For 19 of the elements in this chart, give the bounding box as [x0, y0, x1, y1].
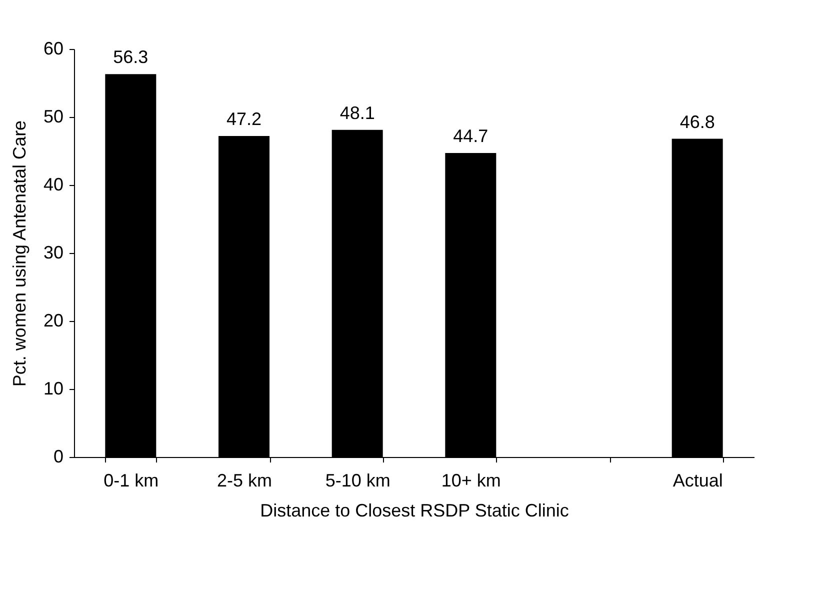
- data-label: 48.1: [340, 102, 375, 123]
- data-label: 44.7: [453, 126, 488, 146]
- y-tick-label: 60: [43, 38, 64, 58]
- data-label: 47.2: [226, 109, 262, 130]
- x-tick-label: 10+ km: [441, 470, 501, 490]
- x-axis-title: Distance to Closest RSDP Static Clinic: [260, 500, 569, 520]
- y-tick-label: 0: [53, 446, 64, 466]
- x-tick-label: 2-5 km: [216, 470, 272, 490]
- data-label: 46.8: [680, 112, 715, 132]
- y-tick-label: 10: [43, 378, 64, 398]
- y-axis-title: Pct. women using Antenatal Care: [9, 120, 30, 387]
- y-tick-label: 30: [43, 242, 64, 262]
- x-tick-label: Actual: [672, 470, 723, 490]
- data-label: 56.3: [113, 47, 148, 68]
- x-tick-label: 5-10 km: [325, 470, 390, 490]
- y-tick-label: 20: [43, 310, 64, 330]
- y-tick-label: 40: [43, 174, 64, 194]
- x-tick-label: 0-1 km: [104, 470, 159, 490]
- y-tick-label: 50: [43, 106, 64, 126]
